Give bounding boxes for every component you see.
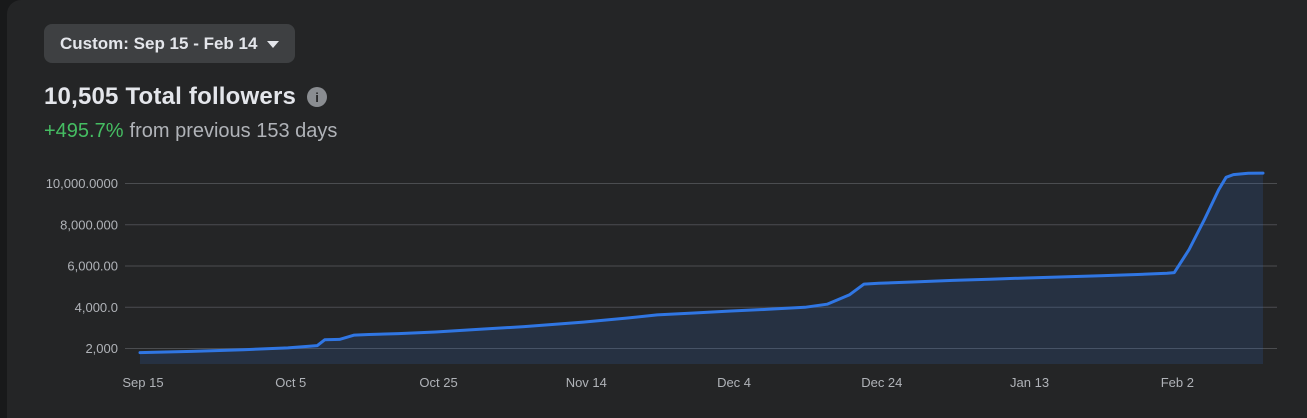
growth-summary: +495.7% from previous 153 days — [44, 120, 337, 143]
title-row: 10,505 Total followers i — [44, 83, 328, 111]
x-axis-label: Oct 5 — [275, 375, 306, 390]
x-axis-label: Nov 14 — [566, 375, 607, 390]
date-range-button[interactable]: Custom: Sep 15 - Feb 14 — [44, 24, 296, 63]
series-area — [140, 173, 1263, 364]
x-axis-label: Dec 4 — [717, 375, 751, 390]
chevron-down-icon — [267, 41, 280, 48]
growth-percent: +495.7% — [44, 120, 124, 142]
y-axis-label: 4,000.0 — [75, 300, 118, 315]
x-axis-label: Oct 25 — [419, 375, 457, 390]
growth-context: from previous 153 days — [129, 120, 338, 142]
y-axis-label: 2,000 — [85, 341, 118, 356]
date-range-label: Custom: Sep 15 - Feb 14 — [60, 33, 258, 53]
x-axis-label: Sep 15 — [122, 375, 163, 390]
x-axis-label: Jan 13 — [1010, 375, 1049, 390]
page-title: 10,505 Total followers — [44, 83, 297, 110]
y-axis-label: 8,000.000 — [60, 217, 118, 232]
y-axis-label: 10,000.0000 — [46, 176, 118, 191]
x-axis-label: Dec 24 — [861, 375, 902, 390]
x-axis-label: Feb 2 — [1161, 375, 1194, 390]
y-axis-label: 6,000.00 — [67, 259, 118, 274]
info-icon[interactable]: i — [307, 87, 328, 107]
series-line — [138, 171, 1265, 355]
